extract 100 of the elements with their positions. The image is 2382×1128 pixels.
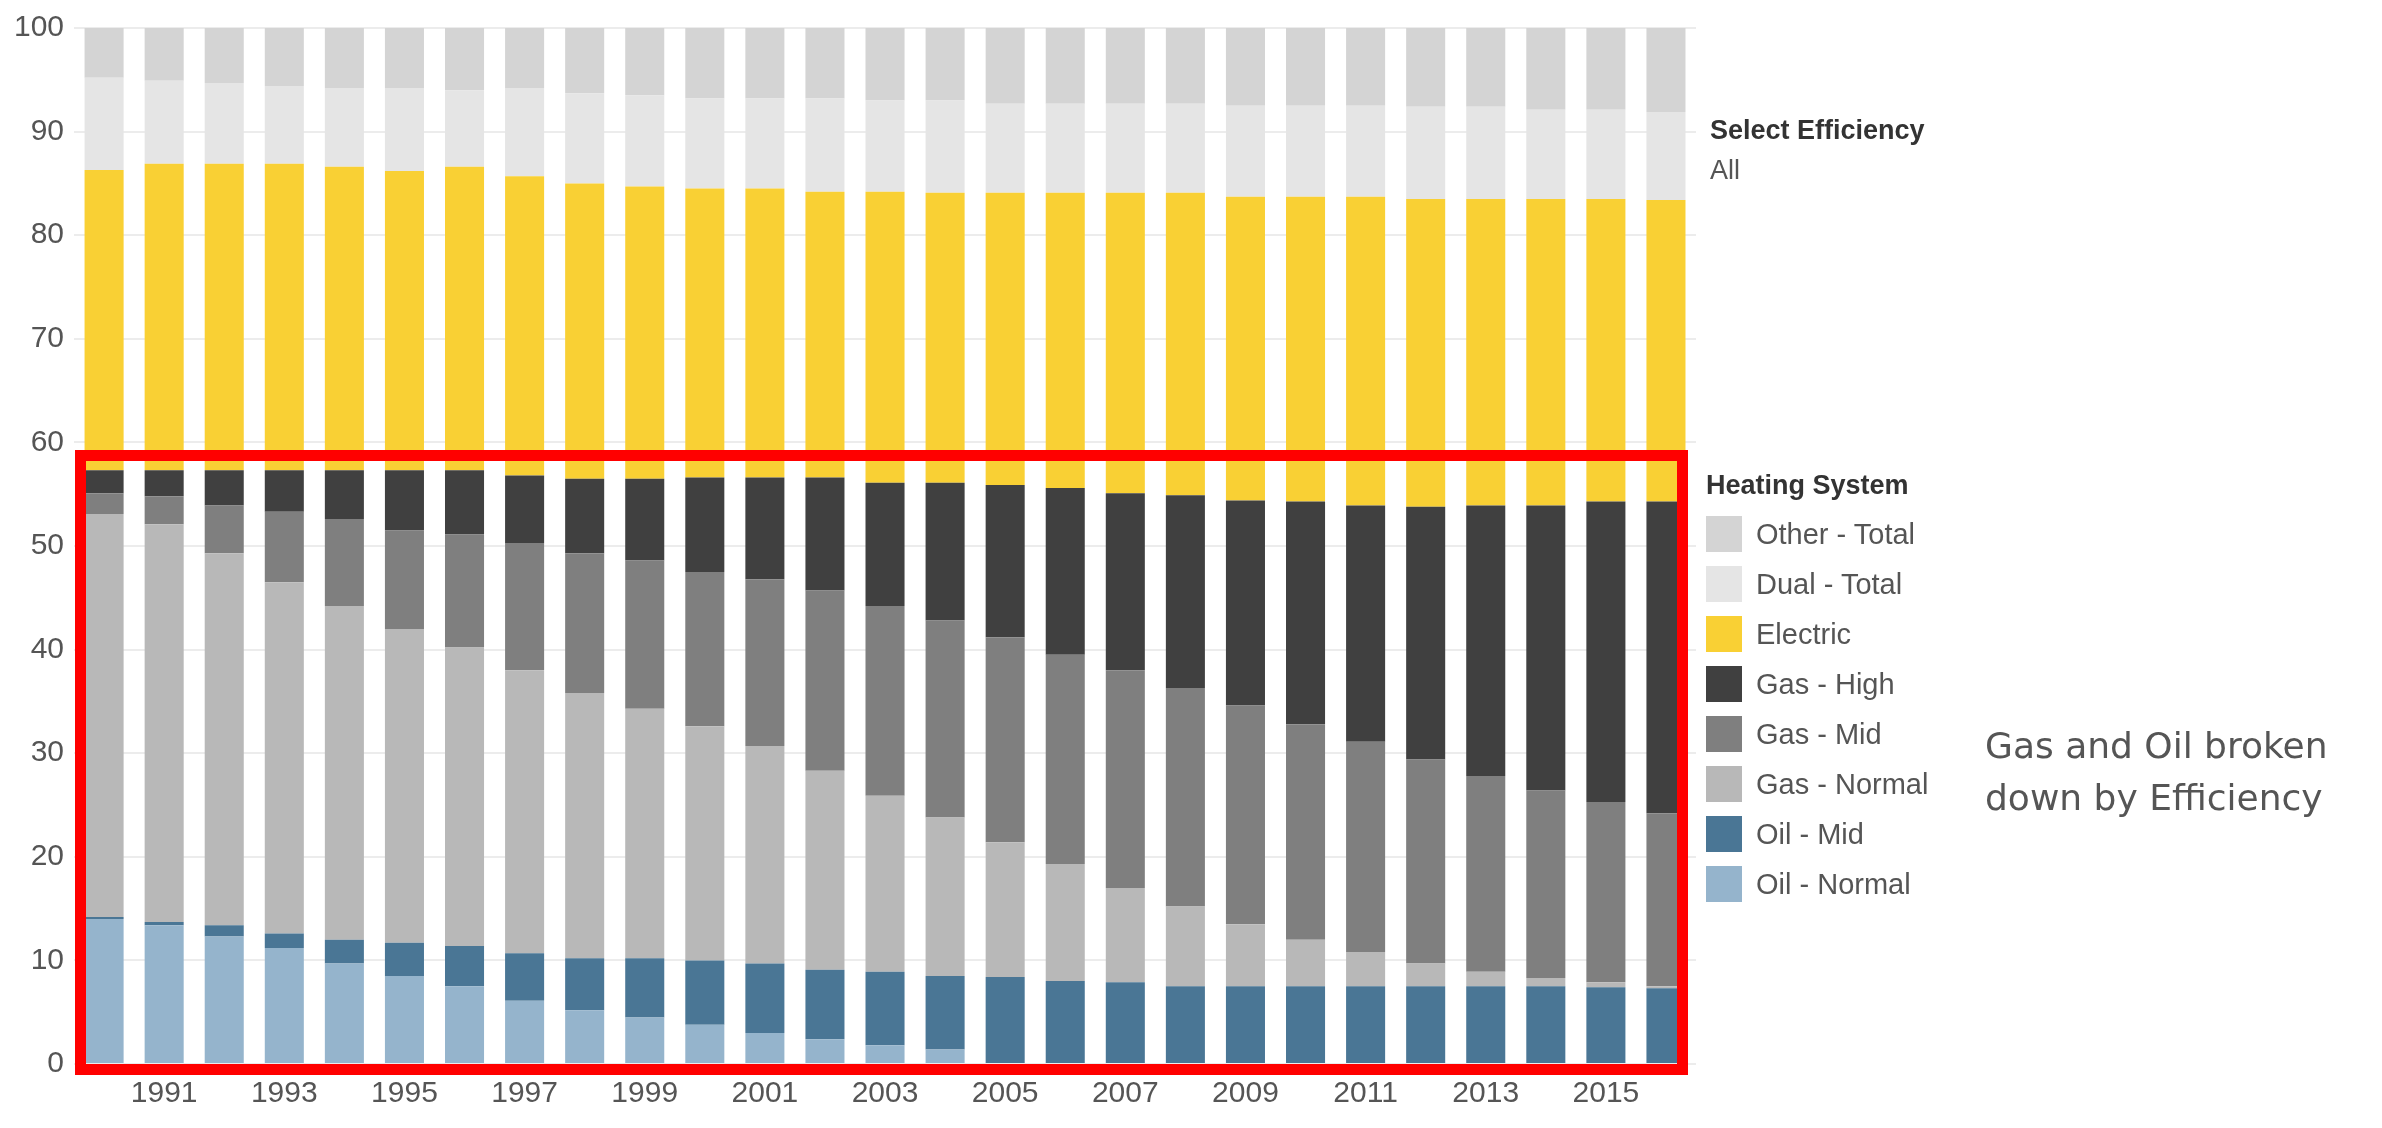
bar [1406, 28, 1446, 107]
bar [925, 1049, 965, 1063]
bar [204, 163, 244, 471]
bar [985, 484, 1025, 638]
bar [745, 963, 785, 1033]
bar [685, 571, 725, 727]
bar [1406, 198, 1446, 507]
bar [505, 475, 545, 543]
bar [1286, 986, 1326, 1063]
legend-title: Heating System [1706, 470, 1910, 501]
bar [1526, 978, 1566, 987]
bar [1346, 952, 1386, 987]
y-tick-label: 90 [30, 112, 65, 146]
bar [445, 534, 485, 648]
bar [84, 169, 124, 471]
legend-label: Other - Total [1756, 517, 1916, 551]
x-tick-label: 1991 [130, 1075, 198, 1109]
bar [204, 553, 244, 926]
bar [1286, 939, 1326, 987]
bar [1466, 505, 1506, 776]
bar [204, 28, 244, 83]
bar [565, 478, 605, 554]
bar [865, 1045, 905, 1063]
bar [1586, 28, 1626, 110]
bar [1586, 987, 1626, 1063]
text: Gas and Oil broken down by Efficiency [1985, 724, 2329, 821]
bar [1105, 192, 1145, 494]
bar [264, 28, 304, 87]
bar [685, 726, 725, 961]
bar [1105, 28, 1145, 104]
bar [445, 647, 485, 946]
bar [1165, 495, 1205, 688]
bar [805, 191, 845, 478]
legend-label: Gas - High [1756, 667, 1895, 701]
bar [505, 28, 545, 89]
bar [1586, 982, 1626, 988]
bar [505, 670, 545, 954]
bar [565, 1010, 605, 1063]
bar [565, 958, 605, 1011]
y-tick-label: 40 [30, 630, 65, 664]
bar [445, 28, 485, 91]
bar [144, 496, 184, 525]
y-tick-label: 30 [30, 734, 65, 768]
bar [865, 971, 905, 1046]
bar [1045, 981, 1085, 1063]
bar [1225, 986, 1265, 1063]
bar [685, 477, 725, 572]
bar [144, 524, 184, 923]
bar [384, 470, 424, 531]
bar [1586, 501, 1626, 802]
y-tick-label: 100 [13, 9, 65, 43]
bar [925, 482, 965, 621]
y-tick-label: 60 [30, 423, 65, 457]
bar [1526, 505, 1566, 791]
x-tick-label: 2009 [1212, 1075, 1279, 1109]
text: All [1710, 155, 1741, 186]
bar [985, 842, 1025, 977]
bar [1165, 192, 1205, 496]
bar [1105, 670, 1145, 888]
legend-label: Dual - Total [1756, 567, 1903, 601]
y-tick-label: 20 [30, 838, 65, 872]
bar [505, 1000, 545, 1063]
bar [1466, 198, 1506, 506]
x-tick-label: 2015 [1572, 1075, 1640, 1109]
bar [1406, 759, 1446, 964]
bar [865, 482, 905, 607]
bar [625, 560, 665, 709]
bar [925, 817, 965, 976]
text: Select Efficiency [1710, 115, 1925, 146]
bar [1105, 982, 1145, 1063]
legend-label: Oil - Mid [1756, 817, 1864, 851]
bar [985, 192, 1025, 485]
bar [1045, 864, 1085, 982]
bar [625, 28, 665, 96]
legend-label: Electric [1756, 617, 1852, 651]
bar [565, 28, 605, 94]
bar [805, 477, 845, 591]
bar [805, 770, 845, 970]
bar [1105, 887, 1145, 983]
bar [1165, 986, 1205, 1063]
bar [1225, 28, 1265, 106]
bar [1225, 500, 1265, 706]
bar [84, 513, 124, 917]
bar [1586, 198, 1626, 502]
bar [1286, 501, 1326, 725]
bar [445, 470, 485, 535]
bar [805, 590, 845, 771]
x-tick-label: 1995 [371, 1075, 438, 1109]
bar [505, 176, 545, 476]
x-tick-label: 1997 [491, 1075, 558, 1109]
bar [1406, 986, 1446, 1063]
bar [625, 708, 665, 959]
bar [1646, 199, 1686, 502]
bar [985, 637, 1025, 843]
legend-label: Gas - Normal [1756, 767, 1929, 801]
bar [1586, 801, 1626, 983]
bar [384, 942, 424, 976]
bar [1526, 28, 1566, 110]
bar [384, 170, 424, 471]
bar [1406, 506, 1446, 760]
